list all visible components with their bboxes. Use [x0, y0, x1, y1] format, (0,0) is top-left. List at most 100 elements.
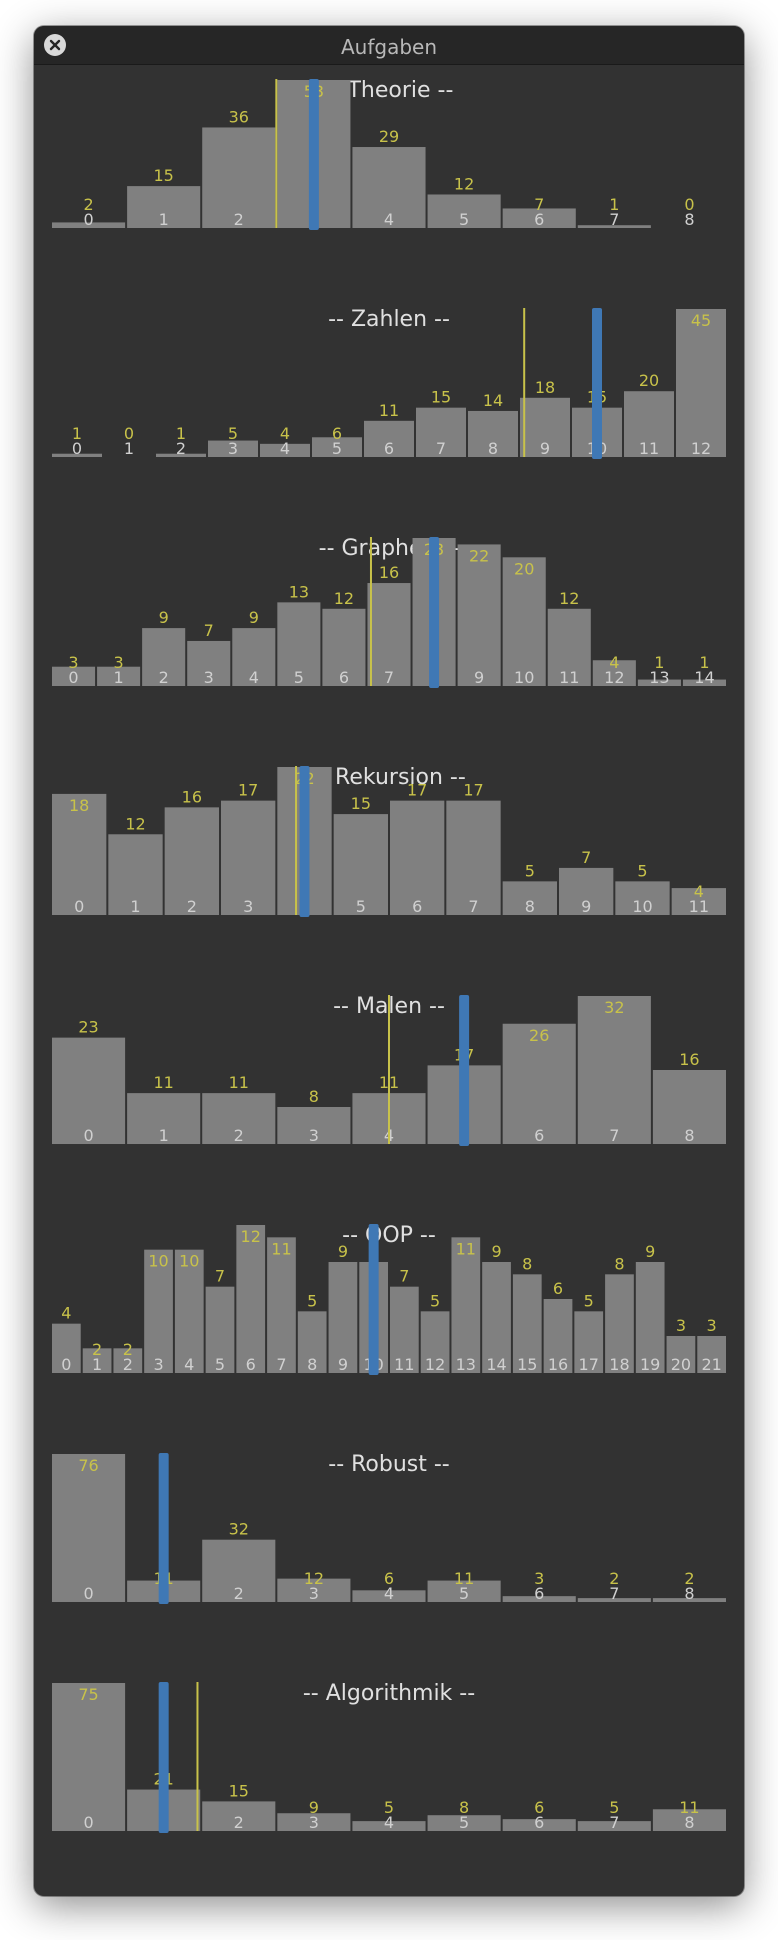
chart-4-category-label: 7 [609, 1126, 619, 1145]
chart-5-category-label: 4 [184, 1355, 194, 1374]
chart-1-category-label: 4 [280, 439, 290, 458]
chart-6-category-label: 7 [609, 1584, 619, 1603]
chart-1-value-label: 18 [535, 378, 555, 397]
chart-2-bar [322, 608, 366, 686]
chart-6-bar [52, 1454, 126, 1602]
chart-5-value-label: 12 [241, 1227, 261, 1246]
chart-5-bar [420, 1311, 450, 1373]
chart-0-category-label: 0 [83, 210, 93, 229]
chart-1-bar [260, 443, 310, 457]
chart-4-value-label: 32 [604, 998, 624, 1017]
chart-2-category-label: 7 [384, 668, 394, 687]
chart-6-category-label: 4 [384, 1584, 394, 1603]
chart-1-value-label: 14 [483, 391, 503, 410]
chart-2-category-label: 9 [474, 668, 484, 687]
chart-7-value-label: 5 [609, 1798, 619, 1817]
chart-2-value-label: 9 [249, 608, 259, 627]
chart-4-bar [502, 1023, 576, 1144]
chart-0-category-label: 2 [234, 210, 244, 229]
chart-2-value-label: 7 [204, 621, 214, 640]
chart-5-category-label: 17 [579, 1355, 599, 1374]
chart-1-category-label: 8 [488, 439, 498, 458]
chart-2-category-label: 2 [159, 668, 169, 687]
chart-3-bar [108, 834, 163, 915]
chart-5-bar [174, 1249, 204, 1373]
chart-5-title: -- OOP -- [342, 1223, 436, 1248]
chart-0-bar [127, 186, 201, 228]
chart-5-bar [543, 1299, 573, 1373]
chart-2-bar [457, 544, 501, 686]
chart-5-value-label: 6 [553, 1279, 563, 1298]
chart-6-bar [652, 1598, 726, 1602]
chart-7-value-label: 8 [459, 1798, 469, 1817]
chart-3-value-label: 18 [69, 796, 89, 815]
chart-5-value-label: 8 [522, 1254, 532, 1273]
chart-2-value-label: 4 [609, 653, 619, 672]
chart-6-bar [352, 1590, 426, 1602]
chart-2-value-label: 13 [289, 582, 309, 601]
chart-5-value-label: 7 [399, 1267, 409, 1286]
chart-1-bar [312, 437, 362, 457]
chart-6-value-label: 11 [454, 1569, 474, 1588]
window-title: Aufgaben [340, 35, 438, 59]
chart-1-category-label: 6 [384, 439, 394, 458]
chart-6-category-label: 2 [234, 1584, 244, 1603]
chart-4-value-label: 11 [153, 1073, 173, 1092]
chart-1-category-label: 9 [540, 439, 550, 458]
chart-7-category-label: 7 [609, 1813, 619, 1832]
chart-2-category-label: 11 [559, 668, 579, 687]
chart-3-category-label: 5 [356, 897, 366, 916]
chart-5-bar [297, 1311, 327, 1373]
chart-5-value-label: 9 [338, 1242, 348, 1261]
chart-3-value-label: 17 [463, 781, 483, 800]
chart-1-category-label: 7 [436, 439, 446, 458]
chart-1-value-label: 20 [639, 371, 659, 390]
chart-6-value-label: 2 [609, 1569, 619, 1588]
chart-6-category-label: 0 [83, 1584, 93, 1603]
chart-2-bar [682, 679, 726, 686]
chart-3-category-label: 6 [412, 897, 422, 916]
chart-5-category-label: 6 [246, 1355, 256, 1374]
chart-5-category-label: 14 [486, 1355, 506, 1374]
chart-1-value-label: 4 [280, 424, 290, 443]
chart-5-category-label: 13 [456, 1355, 476, 1374]
chart-0-category-label: 5 [459, 210, 469, 229]
chart-1-bar [676, 309, 726, 457]
chart-2-category-label: 12 [604, 668, 624, 687]
chart-1-value-label: 11 [379, 401, 399, 420]
chart-6-bar [202, 1539, 276, 1602]
chart-7-value-label: 6 [534, 1798, 544, 1817]
chart-1-category-label: 3 [228, 439, 238, 458]
chart-1-value-label: 1 [176, 424, 186, 443]
chart-2-category-label: 3 [204, 668, 214, 687]
chart-6-value-label: 32 [229, 1520, 249, 1539]
chart-5-bar [482, 1262, 511, 1373]
chart-5-category-label: 7 [276, 1355, 286, 1374]
chart-2-bar [502, 557, 546, 686]
chart-5-bar [328, 1262, 358, 1373]
chart-6-value-label: 2 [684, 1569, 694, 1588]
chart-4-value-label: 23 [78, 1018, 98, 1037]
chart-3-bar [390, 800, 445, 915]
chart-0-bar [202, 127, 276, 228]
chart-5-value-label: 5 [307, 1291, 317, 1310]
chart-4-category-label: 2 [234, 1126, 244, 1145]
close-button[interactable] [44, 34, 66, 56]
chart-5-category-label: 18 [609, 1355, 629, 1374]
chart-3-category-label: 10 [632, 897, 652, 916]
charts-area: -- Theorie --20151362533294125761708-- Z… [34, 26, 744, 1896]
chart-5-category-label: 20 [671, 1355, 691, 1374]
chart-7-category-label: 8 [684, 1813, 694, 1832]
chart-7-category-label: 3 [309, 1813, 319, 1832]
chart-4-bar [277, 1107, 351, 1144]
chart-6-blue-marker [158, 1453, 169, 1604]
chart-2-blue-marker [429, 537, 440, 688]
chart-5-value-label: 5 [430, 1291, 440, 1310]
chart-5-value-label: 3 [676, 1316, 686, 1335]
chart-5-bar [605, 1274, 634, 1373]
chart-0-value-label: 15 [153, 166, 173, 185]
chart-3-bar [221, 800, 276, 915]
chart-2-category-label: 6 [339, 668, 349, 687]
chart-7-category-label: 5 [459, 1813, 469, 1832]
chart-2-value-label: 22 [469, 546, 489, 565]
